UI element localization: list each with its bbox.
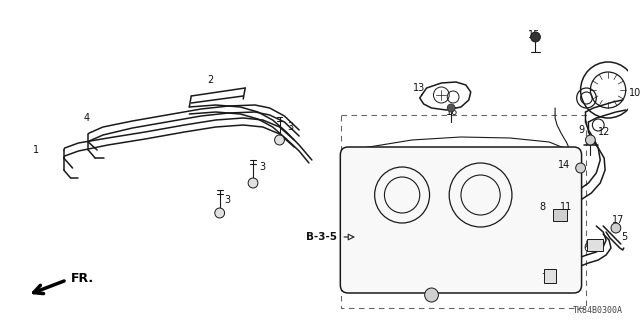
Text: 12: 12 [598, 127, 611, 137]
Text: TK84B0300A: TK84B0300A [573, 306, 623, 315]
Text: 14: 14 [558, 160, 570, 170]
Text: 17: 17 [612, 215, 624, 225]
Text: FR.: FR. [70, 273, 93, 285]
Circle shape [447, 104, 455, 112]
FancyBboxPatch shape [340, 147, 582, 293]
Circle shape [611, 223, 621, 233]
Text: 3: 3 [225, 195, 230, 205]
Circle shape [576, 163, 586, 173]
Text: 5: 5 [621, 232, 628, 242]
Circle shape [586, 135, 595, 145]
Text: 15: 15 [528, 30, 541, 40]
Bar [341, 115, 586, 308]
Text: 13: 13 [413, 83, 425, 93]
Circle shape [531, 32, 540, 42]
Circle shape [425, 288, 438, 302]
Circle shape [248, 178, 258, 188]
Text: 8: 8 [540, 202, 545, 212]
Text: 6: 6 [584, 243, 589, 253]
Text: 4: 4 [83, 113, 90, 123]
FancyBboxPatch shape [544, 269, 556, 283]
FancyBboxPatch shape [553, 209, 567, 221]
Text: 1: 1 [33, 145, 39, 155]
Circle shape [215, 208, 225, 218]
FancyBboxPatch shape [588, 239, 603, 251]
Text: 16: 16 [446, 107, 458, 117]
Text: 11: 11 [560, 202, 572, 212]
Text: 9: 9 [579, 125, 585, 135]
Text: 10: 10 [629, 88, 640, 98]
Text: 3: 3 [260, 162, 266, 172]
Circle shape [275, 135, 284, 145]
Text: 3: 3 [287, 122, 293, 132]
Text: 2: 2 [208, 75, 214, 85]
Text: 7: 7 [541, 273, 547, 283]
Text: B-3-5: B-3-5 [307, 232, 337, 242]
